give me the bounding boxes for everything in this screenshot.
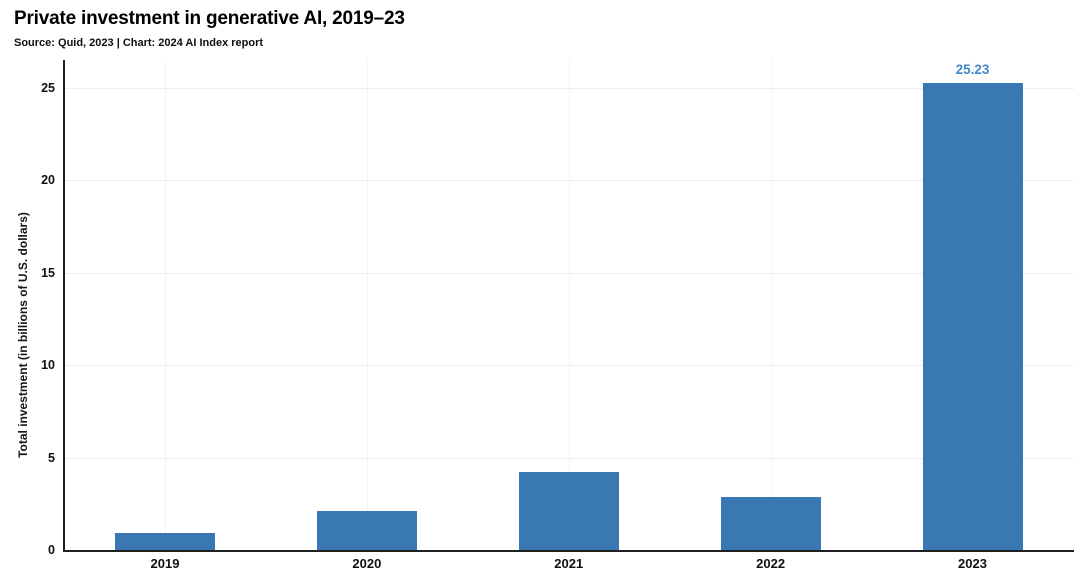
x-tick-label: 2019: [150, 556, 180, 571]
bar-2022: [720, 497, 821, 550]
y-tick-label: 25: [41, 80, 55, 95]
horizontal-gridline: [65, 457, 1074, 459]
chart-title: Private investment in generative AI, 201…: [14, 8, 405, 29]
y-tick-label: 10: [41, 358, 55, 372]
x-tick-label: 2022: [756, 556, 786, 571]
y-axis-line: [63, 60, 65, 552]
bar-value-label: 25.23: [955, 62, 990, 78]
bar-2019: [115, 533, 215, 550]
y-axis-label: Total investment (in billions of U.S. do…: [16, 212, 30, 458]
y-tick-label: 20: [41, 173, 55, 187]
horizontal-gridline: [65, 180, 1074, 181]
vertical-gridline: [770, 60, 772, 550]
bar-2021: [518, 472, 619, 550]
vertical-gridline: [568, 60, 570, 550]
horizontal-gridline: [65, 365, 1074, 366]
y-tick-label: 15: [41, 265, 55, 280]
y-tick-label: 0: [48, 543, 55, 557]
y-tick-label: 5: [48, 450, 55, 465]
vertical-gridline: [165, 60, 166, 550]
vertical-gridline: [366, 60, 368, 550]
horizontal-gridline: [65, 272, 1074, 274]
bar-2023: [922, 83, 1023, 550]
x-axis-line: [63, 550, 1074, 552]
x-tick-label: 2023: [958, 556, 987, 571]
x-tick-label: 2020: [352, 556, 382, 571]
x-tick-label: 2021: [554, 556, 584, 571]
horizontal-gridline: [65, 87, 1074, 89]
chart-subtitle: Source: Quid, 2023 | Chart: 2024 AI Inde…: [14, 37, 264, 49]
bar-2020: [316, 511, 417, 550]
